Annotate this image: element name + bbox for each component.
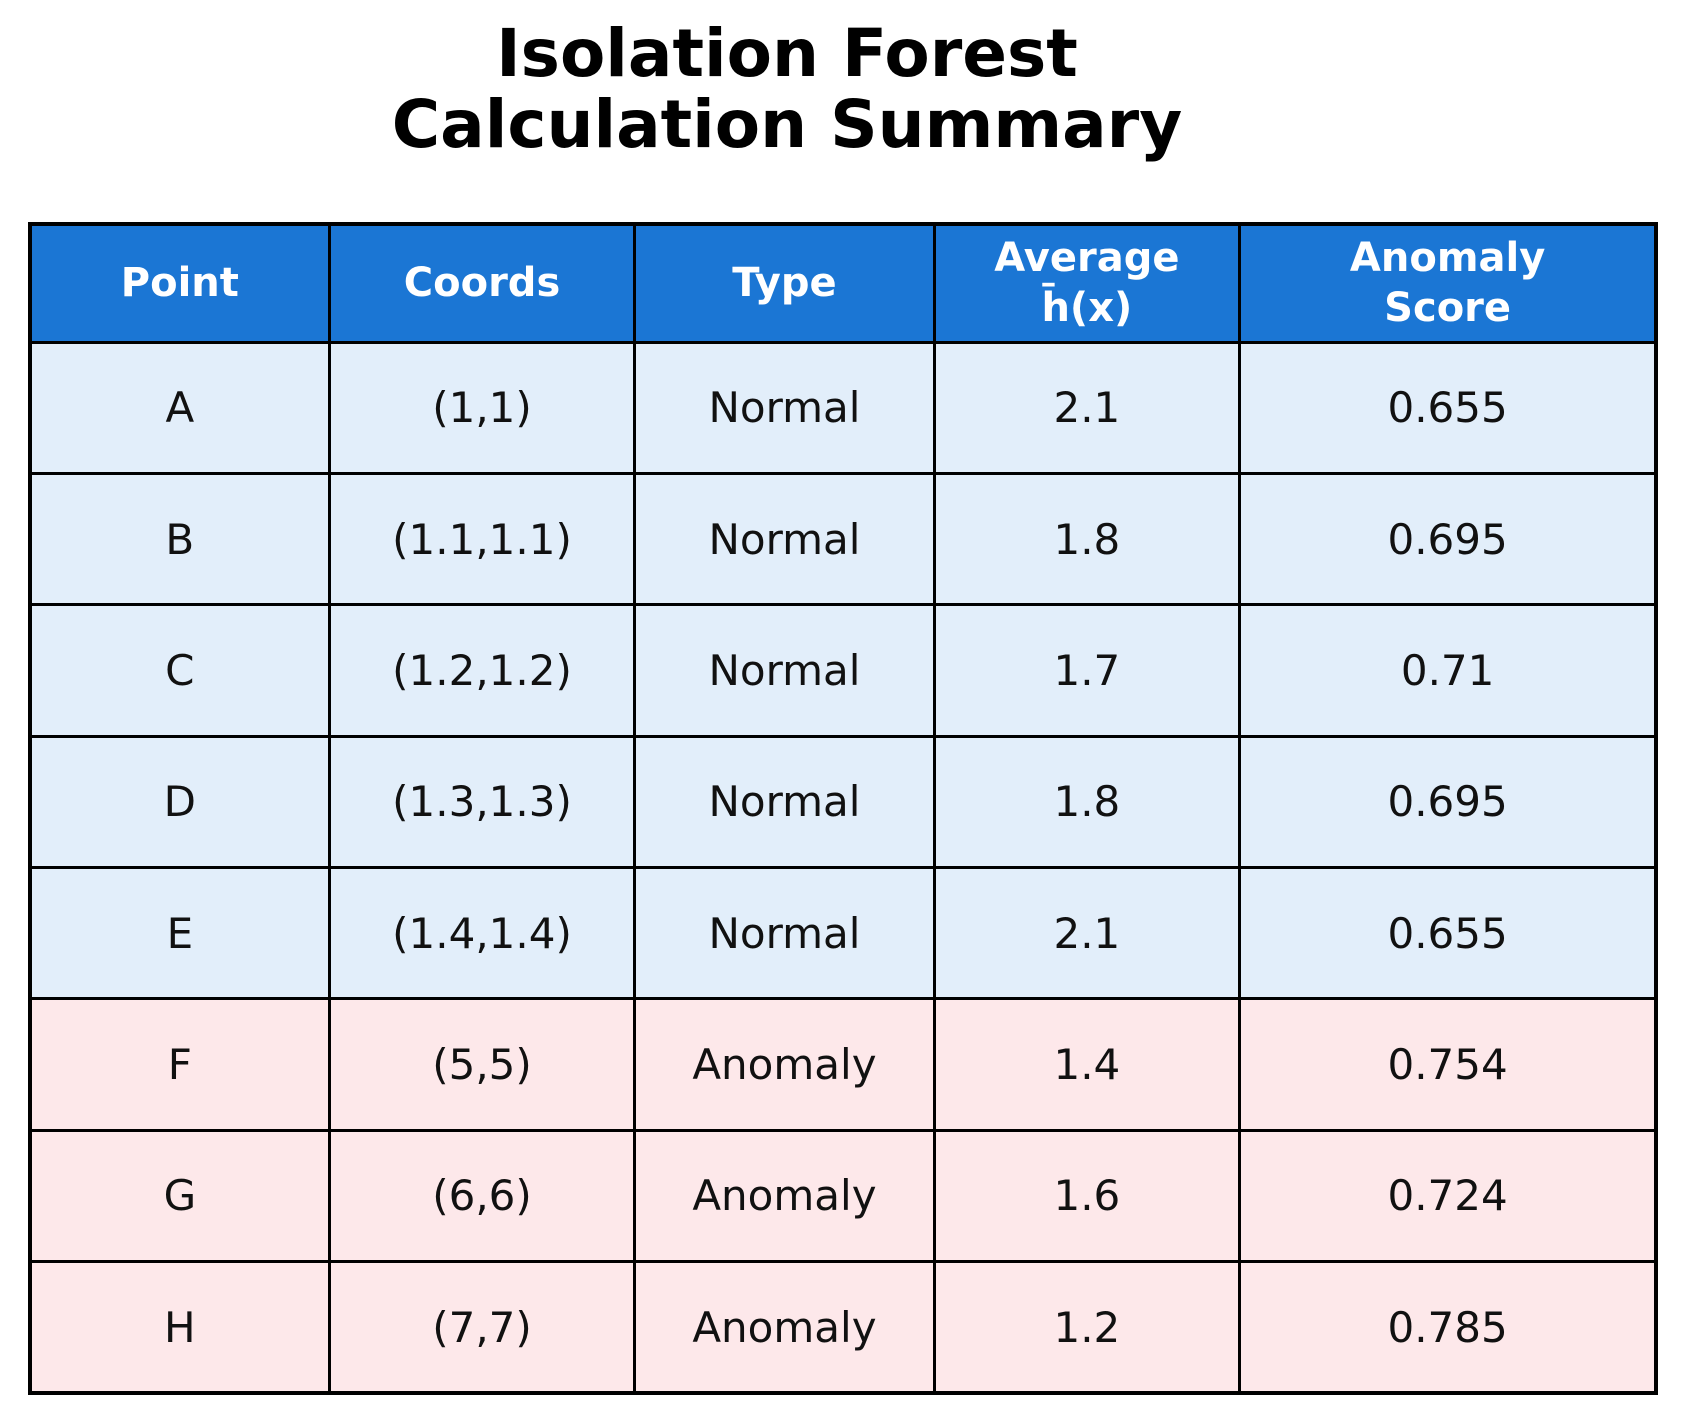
cell-average: 1.2 [932, 1260, 1242, 1395]
column-header-coords: Coords [327, 222, 637, 344]
cell-type: Normal [633, 865, 936, 1001]
cell-average: 2.1 [932, 865, 1242, 1001]
column-header-type: Type [633, 222, 936, 344]
cell-anomaly-score: 0.695 [1238, 734, 1658, 870]
cell-average: 1.4 [932, 997, 1242, 1132]
column-header-average: Average h̄(x) [932, 222, 1242, 344]
cell-type: Normal [633, 603, 936, 738]
cell-average: 1.8 [932, 471, 1242, 607]
cell-average: 1.8 [932, 734, 1242, 870]
table-row: H (7,7) Anomaly 1.2 0.785 [28, 1260, 1658, 1395]
cell-point: D [28, 734, 331, 870]
cell-anomaly-score: 0.695 [1238, 471, 1658, 607]
cell-point: E [28, 865, 331, 1001]
table-row: B (1.1,1.1) Normal 1.8 0.695 [28, 471, 1658, 607]
table-row: C (1.2,1.2) Normal 1.7 0.71 [28, 603, 1658, 738]
cell-coords: (5,5) [327, 997, 637, 1132]
page-title: Isolation Forest Calculation Summary [391, 15, 1183, 164]
cell-point: G [28, 1128, 331, 1264]
cell-anomaly-score: 0.655 [1238, 865, 1658, 1001]
cell-point: B [28, 471, 331, 607]
cell-average: 2.1 [932, 340, 1242, 475]
cell-anomaly-score: 0.71 [1238, 603, 1658, 738]
table-row: A (1,1) Normal 2.1 0.655 [28, 340, 1658, 475]
header-row: Point Coords Type Average h̄(x) Anomaly … [28, 222, 1658, 344]
cell-coords: (1.4,1.4) [327, 865, 637, 1001]
cell-average: 1.6 [932, 1128, 1242, 1264]
cell-coords: (6,6) [327, 1128, 637, 1264]
table-row: G (6,6) Anomaly 1.6 0.724 [28, 1128, 1658, 1264]
table-row: F (5,5) Anomaly 1.4 0.754 [28, 997, 1658, 1132]
table-row: E (1.4,1.4) Normal 2.1 0.655 [28, 865, 1658, 1001]
table-row: D (1.3,1.3) Normal 1.8 0.695 [28, 734, 1658, 870]
cell-type: Anomaly [633, 1128, 936, 1264]
summary-table: Point Coords Type Average h̄(x) Anomaly … [28, 222, 1658, 1395]
cell-average: 1.7 [932, 603, 1242, 738]
cell-type: Anomaly [633, 997, 936, 1132]
cell-point: A [28, 340, 331, 475]
cell-type: Normal [633, 471, 936, 607]
cell-point: F [28, 997, 331, 1132]
cell-point: H [28, 1260, 331, 1395]
column-header-point: Point [28, 222, 331, 344]
cell-type: Anomaly [633, 1260, 936, 1395]
table-header: Point Coords Type Average h̄(x) Anomaly … [28, 222, 1658, 344]
cell-coords: (1,1) [327, 340, 637, 475]
cell-coords: (1.1,1.1) [327, 471, 637, 607]
cell-point: C [28, 603, 331, 738]
table-body: A (1,1) Normal 2.1 0.655 B (1.1,1.1) Nor… [28, 340, 1658, 1395]
column-header-anomaly-score: Anomaly Score [1238, 222, 1658, 344]
cell-anomaly-score: 0.754 [1238, 997, 1658, 1132]
cell-coords: (1.3,1.3) [327, 734, 637, 870]
cell-type: Normal [633, 734, 936, 870]
cell-anomaly-score: 0.724 [1238, 1128, 1658, 1264]
cell-coords: (7,7) [327, 1260, 637, 1395]
cell-coords: (1.2,1.2) [327, 603, 637, 738]
cell-type: Normal [633, 340, 936, 475]
cell-anomaly-score: 0.655 [1238, 340, 1658, 475]
cell-anomaly-score: 0.785 [1238, 1260, 1658, 1395]
